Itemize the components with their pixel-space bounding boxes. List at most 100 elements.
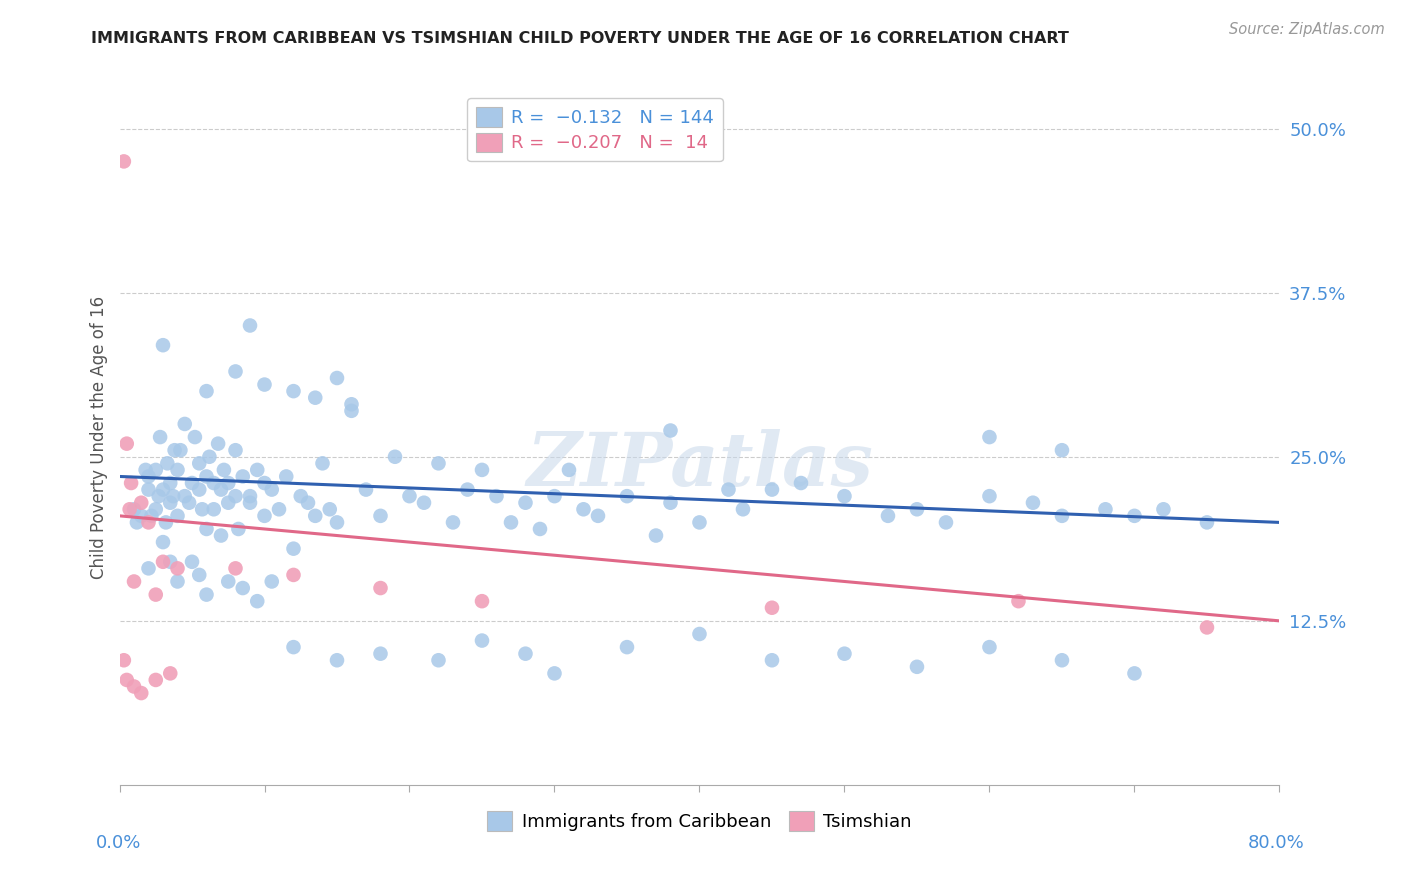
Point (761, 600, 783, 615)
Point (232, 469, 254, 483)
Point (181, 476, 204, 491)
Point (370, 581, 392, 595)
Point (152, 483, 174, 497)
Point (761, 483, 783, 497)
Point (207, 436, 229, 450)
Point (1022, 496, 1045, 510)
Point (290, 489, 312, 503)
Point (304, 508, 326, 523)
Point (202, 476, 225, 491)
Point (195, 384, 218, 398)
Point (326, 516, 349, 530)
Point (159, 496, 181, 510)
Point (731, 502, 754, 516)
Point (979, 430, 1001, 444)
Point (979, 489, 1001, 503)
Point (148, 489, 170, 503)
Point (138, 469, 160, 483)
Point (326, 371, 349, 385)
Point (1007, 594, 1029, 608)
Point (162, 489, 184, 503)
Point (276, 469, 298, 483)
Point (246, 463, 269, 477)
Point (159, 666, 181, 681)
Point (173, 489, 195, 503)
Point (761, 653, 783, 667)
Point (225, 364, 247, 378)
Point (163, 443, 186, 458)
Point (1094, 502, 1116, 516)
Point (152, 338, 174, 352)
Point (340, 397, 363, 411)
Legend: Immigrants from Caribbean, Tsimshian: Immigrants from Caribbean, Tsimshian (479, 805, 920, 838)
Point (177, 496, 201, 510)
Point (311, 456, 333, 470)
Point (253, 476, 276, 491)
Point (543, 666, 565, 681)
Point (485, 489, 508, 503)
Point (319, 502, 342, 516)
Point (304, 391, 326, 405)
Point (1123, 508, 1146, 523)
Point (979, 640, 1001, 654)
Point (188, 456, 211, 470)
Point (141, 508, 163, 523)
Point (645, 528, 668, 542)
Point (905, 660, 928, 674)
Point (283, 541, 305, 556)
Point (515, 496, 537, 510)
Point (145, 502, 167, 516)
Point (370, 508, 392, 523)
Point (159, 476, 181, 491)
Point (166, 463, 188, 477)
Point (145, 463, 167, 477)
Point (1123, 666, 1146, 681)
Point (239, 496, 262, 510)
Point (166, 508, 188, 523)
Point (1050, 443, 1073, 458)
Point (253, 508, 276, 523)
Point (427, 653, 450, 667)
Point (112, 154, 135, 169)
Point (239, 318, 262, 333)
Point (112, 653, 135, 667)
Y-axis label: Child Poverty Under the Age of 16: Child Poverty Under the Age of 16 (90, 295, 108, 579)
Point (184, 430, 207, 444)
Point (129, 496, 152, 510)
Point (1050, 508, 1073, 523)
Point (122, 574, 145, 589)
Text: IMMIGRANTS FROM CARIBBEAN VS TSIMSHIAN CHILD POVERTY UNDER THE AGE OF 16 CORRELA: IMMIGRANTS FROM CARIBBEAN VS TSIMSHIAN C… (91, 31, 1070, 46)
Point (529, 522, 551, 536)
Point (122, 502, 145, 516)
Point (354, 483, 377, 497)
Point (156, 456, 179, 470)
Point (239, 489, 262, 503)
Point (152, 535, 174, 549)
Point (340, 404, 363, 418)
Point (717, 483, 740, 497)
Point (181, 555, 204, 569)
Point (297, 496, 319, 510)
Point (115, 436, 138, 450)
Point (1195, 516, 1218, 530)
Point (166, 574, 188, 589)
Point (471, 594, 494, 608)
Point (188, 483, 211, 497)
Point (122, 680, 145, 694)
Point (616, 489, 638, 503)
Point (198, 450, 221, 464)
Point (169, 443, 191, 458)
Point (129, 508, 152, 523)
Point (195, 588, 218, 602)
Point (246, 594, 269, 608)
Point (260, 483, 283, 497)
Point (195, 469, 218, 483)
Point (499, 516, 522, 530)
Point (173, 417, 195, 431)
Point (149, 430, 172, 444)
Point (1195, 620, 1218, 634)
Point (202, 502, 225, 516)
Point (834, 489, 856, 503)
Point (129, 686, 152, 700)
Point (1153, 502, 1175, 516)
